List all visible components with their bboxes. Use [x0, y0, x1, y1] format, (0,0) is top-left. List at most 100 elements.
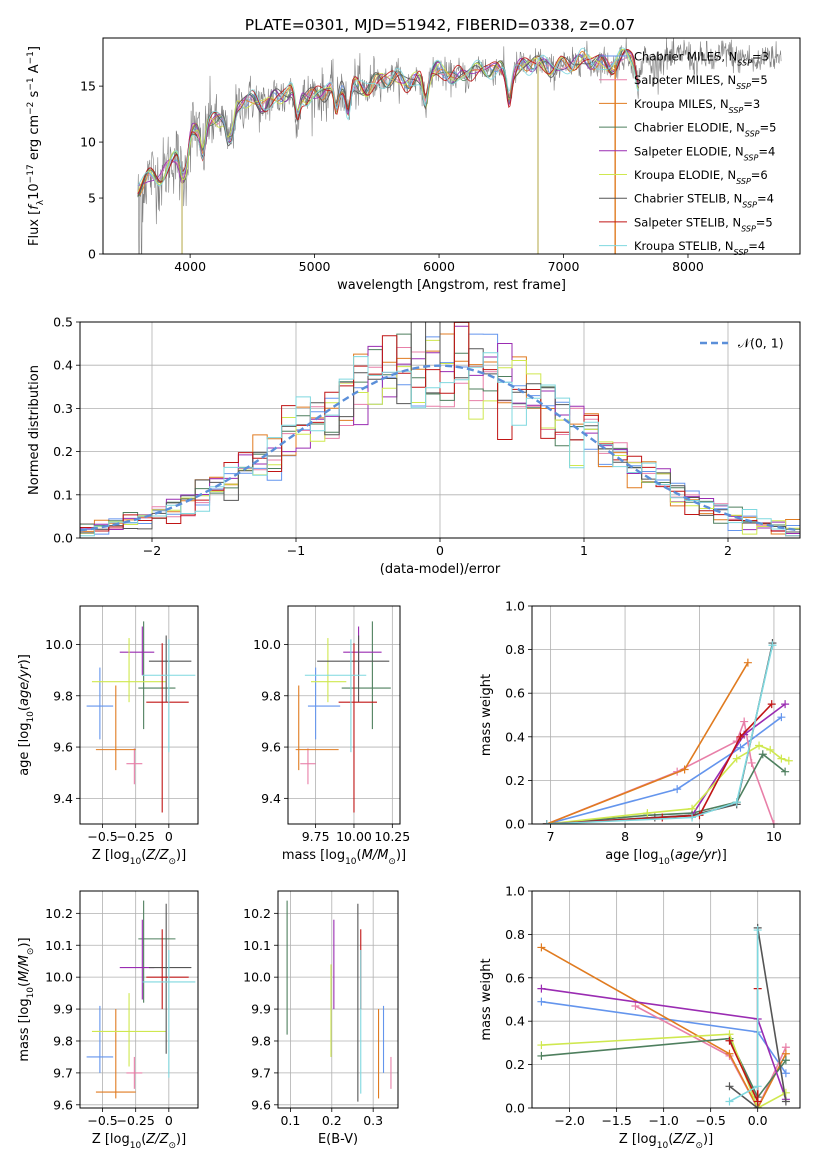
axes-frame: [79, 890, 199, 1109]
y-tick-label: 9.6: [261, 740, 281, 755]
label-part: wavelength [Angstrom, rest frame]: [337, 278, 566, 293]
label-part: f: [27, 203, 42, 210]
y-axis-label: age [log10(age/yr)]: [17, 654, 36, 776]
x-tick-label: −0.5: [695, 1113, 725, 1128]
x-tick-label: 0.1: [280, 1113, 300, 1128]
weight-line: [541, 946, 787, 1108]
weight-marker: [781, 1088, 790, 1097]
weight-marker: [725, 1097, 734, 1106]
errorbar-kroupa-elodie: [311, 638, 347, 703]
x-tick-label: 4000: [174, 259, 206, 274]
legend-text: Salpeter STELIB, N: [634, 215, 741, 229]
legend-entry: Salpeter MILES, NSSP=5: [634, 73, 768, 91]
errorbar-salpeter-miles: [126, 748, 143, 785]
x-tick-label: 7: [547, 829, 555, 844]
errorbar-kroupa-miles: [295, 685, 339, 771]
y-tick-label: 9.8: [261, 688, 281, 703]
plot-area-mass_vs_EBV: [286, 900, 392, 1102]
label-part: age/yr: [675, 848, 718, 863]
x-tick-label: 10.00: [336, 829, 372, 844]
y-axis-label: Flux [fλ10−17 erg cm−2 s−1 A−1]: [26, 46, 46, 246]
weight-marker: [537, 997, 546, 1006]
weight-marker: [673, 785, 682, 794]
label-part: (: [668, 1132, 673, 1147]
histogram-salpeter-stelib: [80, 322, 800, 537]
weight-series-kroupa-stelib: [542, 641, 777, 824]
y-tick-label: 10.2: [243, 906, 271, 921]
legend-subscript: SSP: [737, 58, 752, 67]
legend-subscript: SSP: [734, 248, 749, 257]
weight-marker: [781, 767, 790, 776]
y-tick-label: 1.0: [505, 884, 525, 899]
weight-marker: [753, 1082, 762, 1091]
panel-mass_vs_Z: −0.5−0.25 0 9.6 9.7 9.8 9.9 10.0 10.1 10.2 Z [log…: [17, 890, 199, 1151]
label-part: (: [141, 848, 146, 863]
panel-weight_vs_Z: −2.0 −1.5 −1.0 −0.5 0.0 0.0 0.2 0.4 0.6 0.8 1.0 Z […: [479, 884, 801, 1151]
y-tick-label: 10.1: [45, 938, 73, 953]
weight-marker: [732, 754, 741, 763]
y-tick-label: 0.0: [505, 1101, 525, 1116]
y-tick-label: 0.4: [53, 358, 73, 373]
weight-marker: [537, 1051, 546, 1060]
weight-marker: [537, 943, 546, 952]
y-tick-label: 0.8: [505, 927, 525, 942]
y-tick-label: 9.8: [53, 688, 73, 703]
errorbar-kroupa-elodie: [91, 993, 167, 1067]
plot-area-age_vs_mass: [295, 621, 391, 813]
legend-subscript: SSP: [736, 177, 751, 186]
weight-marker: [643, 809, 652, 818]
y-tick-label: 10.0: [45, 970, 73, 985]
model-fit-kroupa-stelib: [137, 47, 639, 187]
y-tick-label: 1.0: [505, 599, 525, 614]
label-part: Normed distribution: [27, 365, 42, 495]
x-tick-label: 9: [696, 829, 704, 844]
plot-area-weight_vs_Z: [537, 923, 790, 1108]
label-part: 10: [657, 1141, 669, 1151]
x-tick-label: 10.25: [374, 829, 410, 844]
axes-frame: [531, 605, 801, 825]
weight-marker: [732, 798, 741, 807]
y-tick-label: 9.7: [53, 1065, 73, 1080]
weight-marker: [777, 754, 786, 763]
legend-entry: Kroupa ELODIE, NSSP=6: [634, 168, 768, 186]
legend-entry: Kroupa STELIB, NSSP=4: [634, 239, 765, 257]
x-axis-label: Z [log10(Z/Z⊙)]: [92, 848, 186, 867]
x-axis-label: (data-model)/error: [380, 562, 501, 577]
x-axis-label: Z [log10(Z/Z⊙)]: [92, 1132, 186, 1151]
axes-frame: [287, 605, 401, 825]
label-part: Z [log: [619, 1132, 657, 1147]
y-tick-label: 0.4: [505, 1014, 525, 1029]
errorbar-chabrier-miles: [307, 667, 341, 740]
label-part: (: [17, 982, 32, 987]
label-part: ⊙: [26, 948, 36, 956]
errorbar-chabrier-elodie: [138, 900, 176, 1003]
weight-marker: [725, 1082, 734, 1091]
axes-frame: [79, 605, 199, 825]
weight-marker: [753, 926, 762, 935]
weight-marker: [542, 820, 551, 824]
legend-text: =4: [758, 144, 775, 158]
panel-mass_vs_EBV: 0.1 0.2 0.3 9.6 9.7 9.8 9.9 10.0 10.1 10.2 E(B-V): [243, 890, 399, 1147]
weight-marker: [688, 813, 697, 822]
panel-residuals: −2 −1 0 1 2 0.0 0.1 0.2 0.3 0.4 0.5 𝒩(0, 1) (data-mo…: [27, 315, 801, 577]
label-part: (data-model)/error: [380, 562, 501, 577]
errorbar-salpeter-elodie: [119, 919, 155, 1000]
legend-text: Chabrier ELODIE, N: [634, 121, 745, 135]
y-axis-label: mass [log10(M/M⊙)]: [17, 937, 36, 1061]
label-part: (: [357, 848, 362, 863]
label-part: ⊙: [168, 857, 176, 867]
histogram-chabrier-elodie: [80, 333, 800, 530]
x-tick-label: −1.5: [601, 1113, 631, 1128]
label-part: )]: [176, 848, 186, 863]
legend-text: =6: [751, 168, 768, 182]
errorbar-chabrier-miles: [86, 667, 114, 740]
x-tick-label: −2: [143, 543, 161, 558]
x-tick-label: −0.25: [117, 1113, 155, 1128]
weight-marker: [758, 750, 767, 759]
histogram-chabrier-stelib: [80, 322, 800, 534]
panel-spectrum: 4000 5000 6000 7000 8000 0 5 10 15 Chabrier MILES…: [26, 37, 801, 293]
errorbar-kroupa-stelib: [304, 639, 367, 753]
weight-marker: [755, 741, 764, 750]
normal-curve: [80, 364, 798, 532]
x-tick-label: 0.3: [363, 1113, 383, 1128]
